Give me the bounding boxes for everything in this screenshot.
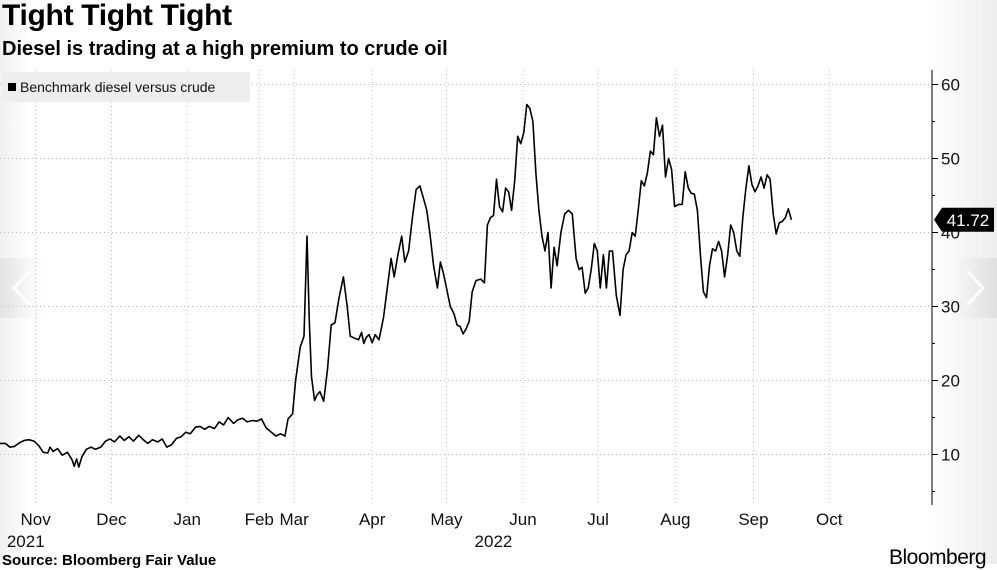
- next-chart-button[interactable]: [953, 258, 997, 318]
- chart-title: Tight Tight Tight: [2, 0, 232, 32]
- chevron-right-icon: [965, 269, 986, 307]
- last-value-tag: [934, 207, 994, 232]
- x-tick-label: Sep: [738, 510, 768, 529]
- legend-label: Benchmark diesel versus crude: [20, 79, 216, 95]
- x-tick-label: Jun: [509, 510, 536, 529]
- chart-subtitle: Diesel is trading at a high premium to c…: [2, 38, 448, 60]
- x-year-label: 2021: [7, 532, 45, 551]
- x-axis: Nov Dec Jan Feb Mar Apr May Jun Jul Aug Sep Oct 2021…: [7, 510, 843, 551]
- legend: Benchmark diesel versus crude: [2, 72, 250, 102]
- gridlines: [0, 70, 932, 505]
- x-tick-label: Apr: [359, 510, 386, 529]
- x-tick-label: Nov: [21, 510, 52, 529]
- x-tick-label: Jan: [174, 510, 201, 529]
- x-tick-label: Dec: [96, 510, 127, 529]
- last-value-text: 41.72: [947, 211, 990, 230]
- x-tick-label: Feb: [245, 510, 274, 529]
- x-tick-label: Aug: [660, 510, 690, 529]
- previous-chart-button[interactable]: [0, 258, 44, 318]
- y-tick-label: 20: [941, 372, 960, 391]
- series-line-benchmark-diesel: [0, 103, 793, 468]
- x-tick-label: Oct: [816, 510, 843, 529]
- y-tick-label: 60: [941, 76, 960, 95]
- brand-logo: Bloomberg: [889, 546, 987, 569]
- x-tick-label: May: [430, 510, 463, 529]
- legend-background: [2, 72, 250, 102]
- series-group: [0, 103, 793, 468]
- chevron-left-icon: [11, 269, 32, 307]
- x-tick-label: Mar: [279, 510, 309, 529]
- source-note: Source: Bloomberg Fair Value: [2, 552, 217, 569]
- x-tick-label: Jul: [587, 510, 609, 529]
- x-year-label: 2022: [475, 532, 513, 551]
- y-tick-label: 30: [941, 298, 960, 317]
- y-tick-label: 50: [941, 150, 960, 169]
- last-value-label: 41.72: [934, 207, 994, 232]
- y-tick-label: 10: [941, 446, 960, 465]
- legend-swatch: [8, 83, 16, 91]
